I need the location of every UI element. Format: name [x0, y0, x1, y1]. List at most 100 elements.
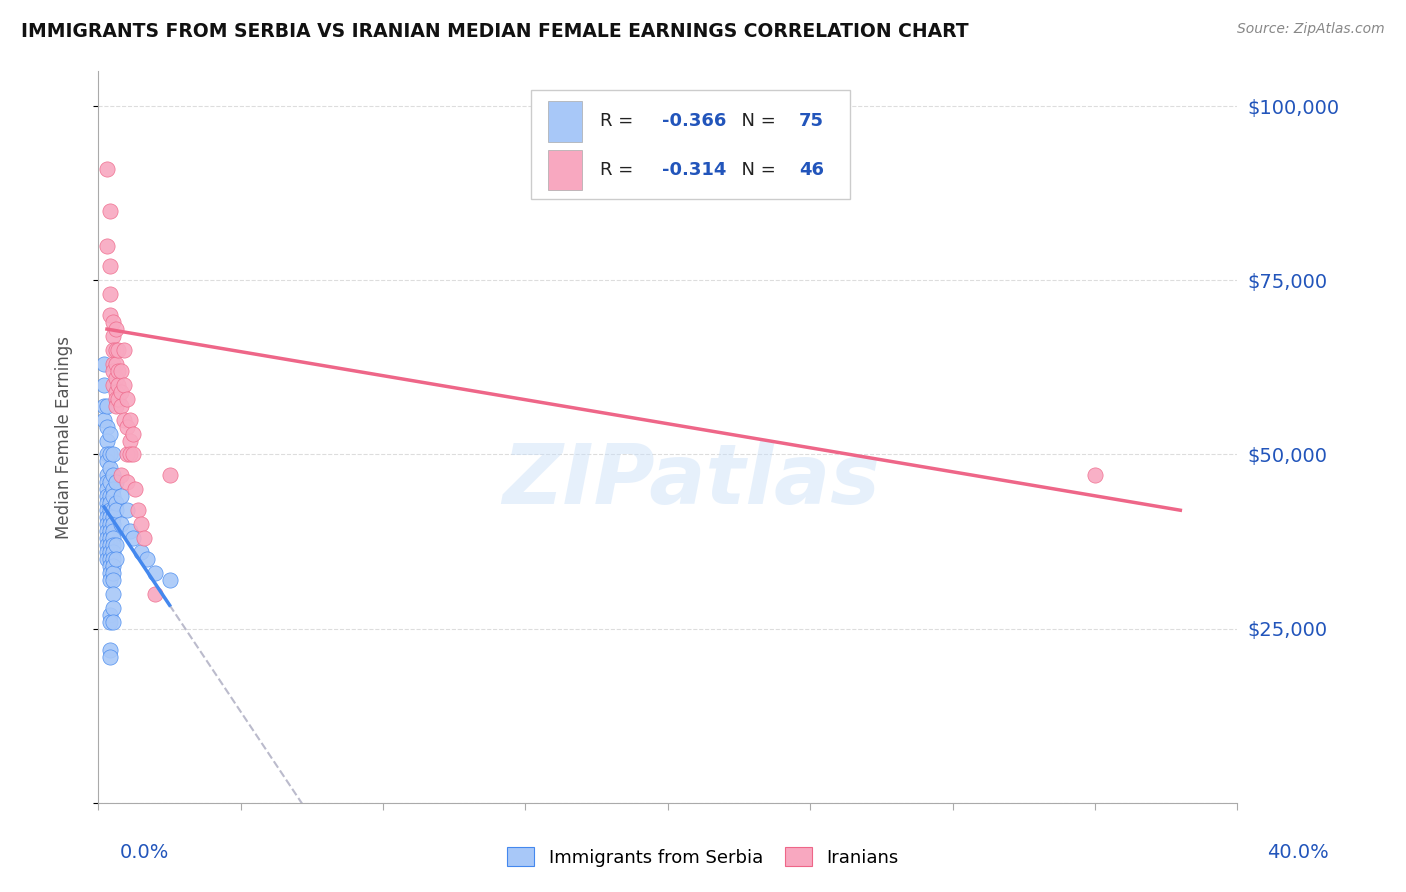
Point [110, 517, 132, 532]
Point [118, 524, 141, 538]
Point [101, 545, 124, 559]
Point [101, 531, 124, 545]
Text: 75: 75 [799, 112, 824, 130]
Point [104, 384, 127, 399]
Point [96, 531, 118, 545]
Text: R =: R = [599, 112, 638, 130]
Text: Source: ZipAtlas.com: Source: ZipAtlas.com [1237, 22, 1385, 37]
Text: -0.314: -0.314 [662, 161, 727, 179]
Point [107, 343, 129, 357]
Point [135, 552, 157, 566]
Point [101, 566, 124, 580]
Point [1084, 468, 1107, 483]
Point [98, 615, 121, 629]
Point [118, 434, 141, 448]
Text: N =: N = [731, 112, 782, 130]
Point [96, 545, 118, 559]
Point [101, 517, 124, 532]
Point [101, 483, 124, 497]
Point [98, 573, 121, 587]
Point [101, 552, 124, 566]
Y-axis label: Median Female Earnings: Median Female Earnings [55, 335, 73, 539]
Point [104, 475, 127, 490]
Point [107, 364, 129, 378]
Point [104, 496, 127, 510]
FancyBboxPatch shape [531, 90, 851, 200]
Point [96, 475, 118, 490]
Text: 40.0%: 40.0% [1267, 843, 1329, 862]
Point [127, 503, 149, 517]
Point [96, 496, 118, 510]
Point [101, 489, 124, 503]
Point [98, 503, 121, 517]
Point [98, 308, 121, 322]
Point [132, 531, 155, 545]
Point [98, 448, 121, 462]
Point [115, 419, 138, 434]
Point [121, 531, 143, 545]
Point [98, 531, 121, 545]
Point [93, 357, 115, 371]
Point [101, 377, 124, 392]
Point [93, 377, 115, 392]
Point [96, 419, 118, 434]
Point [121, 448, 143, 462]
Point [104, 392, 127, 406]
Point [101, 448, 124, 462]
Point [96, 161, 118, 176]
Point [101, 503, 124, 517]
Text: IMMIGRANTS FROM SERBIA VS IRANIAN MEDIAN FEMALE EARNINGS CORRELATION CHART: IMMIGRANTS FROM SERBIA VS IRANIAN MEDIAN… [21, 22, 969, 41]
Point [98, 496, 121, 510]
Text: -0.366: -0.366 [662, 112, 727, 130]
Point [98, 287, 121, 301]
Point [98, 260, 121, 274]
Point [93, 412, 115, 426]
Point [98, 538, 121, 552]
Point [101, 600, 124, 615]
Point [98, 475, 121, 490]
Point [104, 371, 127, 385]
Point [101, 357, 124, 371]
Point [124, 483, 146, 497]
Point [159, 468, 181, 483]
Point [98, 461, 121, 475]
Point [107, 392, 129, 406]
Point [96, 524, 118, 538]
Point [96, 238, 118, 252]
Point [145, 566, 167, 580]
Text: N =: N = [731, 161, 782, 179]
Legend: Immigrants from Serbia, Iranians: Immigrants from Serbia, Iranians [501, 840, 905, 874]
Point [145, 587, 167, 601]
Point [96, 510, 118, 524]
Point [93, 399, 115, 413]
Point [98, 642, 121, 657]
Point [98, 607, 121, 622]
Point [96, 503, 118, 517]
Point [112, 412, 135, 426]
Point [101, 538, 124, 552]
Point [101, 315, 124, 329]
Point [96, 434, 118, 448]
Point [115, 475, 138, 490]
Point [104, 503, 127, 517]
Point [96, 489, 118, 503]
Point [110, 384, 132, 399]
Point [98, 524, 121, 538]
Point [101, 573, 124, 587]
Point [101, 510, 124, 524]
Point [118, 448, 141, 462]
Point [98, 489, 121, 503]
Text: 46: 46 [799, 161, 824, 179]
Point [96, 552, 118, 566]
Point [115, 392, 138, 406]
Point [104, 399, 127, 413]
Point [98, 558, 121, 573]
Point [96, 483, 118, 497]
Point [101, 587, 124, 601]
Point [112, 377, 135, 392]
Point [101, 558, 124, 573]
Point [118, 412, 141, 426]
Point [104, 343, 127, 357]
Point [96, 448, 118, 462]
Point [107, 377, 129, 392]
